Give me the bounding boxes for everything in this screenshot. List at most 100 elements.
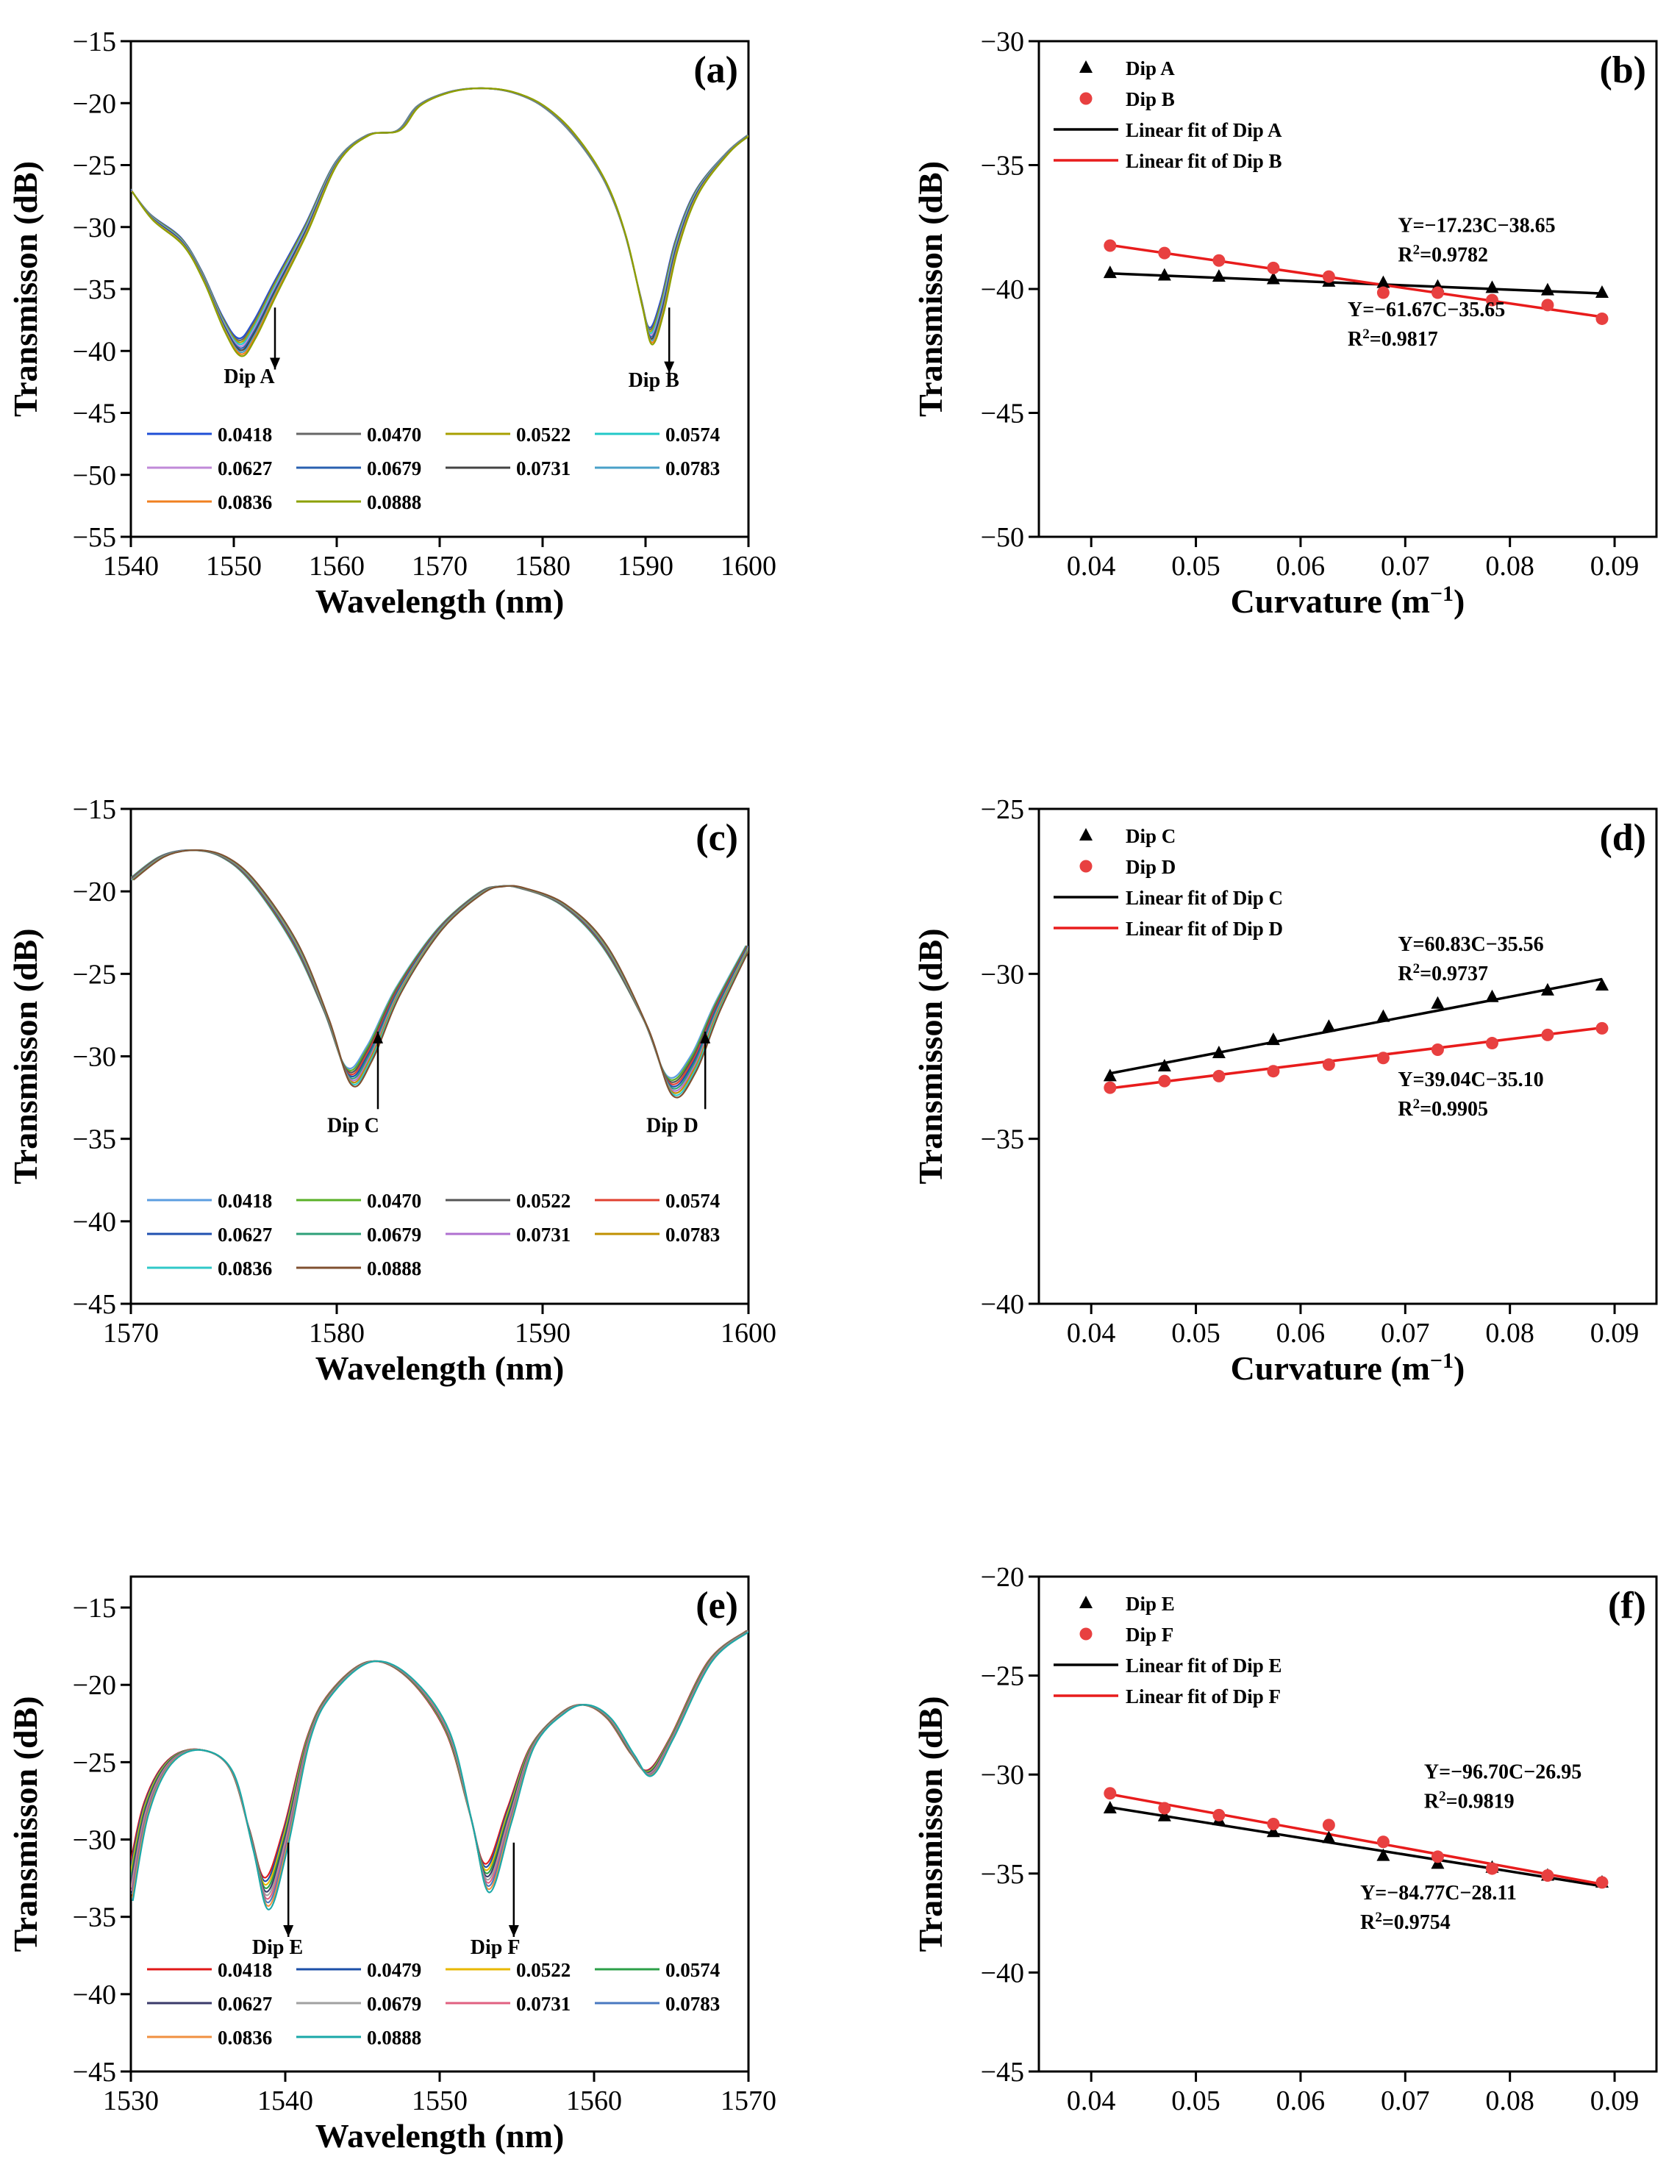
legend-label: 0.0627 (218, 1993, 272, 2015)
y-tick-label: −25 (981, 794, 1024, 825)
data-point-triangle (1431, 996, 1445, 1009)
x-tick-label: 1530 (103, 2085, 159, 2116)
y-tick-label: −30 (981, 959, 1024, 990)
legend-label: 0.0888 (367, 1257, 421, 1280)
legend-label: 0.0836 (218, 2027, 272, 2049)
fit-equation: Y=−61.67C−35.65 (1348, 299, 1505, 321)
legend-label: Dip B (1126, 88, 1175, 110)
panel-label: (e) (696, 1585, 738, 1627)
y-tick-label: −30 (73, 213, 116, 243)
data-point-circle (1212, 254, 1226, 267)
y-axis-label: Transmisson (dB) (7, 1696, 44, 1952)
panel-c: 1570 1580 1590 1600 −45 −40 −35 −30 −25 −20 −15 Wav… (7, 794, 776, 1387)
fit-r2: R2=0.9782 (1398, 242, 1488, 267)
x-tick-label: 1570 (103, 1318, 159, 1349)
data-point-triangle (1103, 1800, 1117, 1813)
data-point-circle (1431, 286, 1444, 299)
panel-f: 0.04 0.05 0.06 0.07 0.08 0.09 −45 −40 −35 −30 −25 −… (912, 1562, 1658, 2116)
data-point-circle (1376, 1052, 1390, 1065)
y-tick-label: −15 (73, 26, 116, 57)
data-point-triangle (1212, 269, 1226, 282)
r2-R: R (1398, 243, 1413, 266)
data-point-circle (1485, 1037, 1498, 1050)
data-point-circle (1595, 1876, 1609, 1889)
y-axis-label: Transmisson (dB) (7, 928, 44, 1184)
panel-label: (a) (693, 49, 738, 91)
dip-label: Dip B (629, 369, 679, 392)
spectrum-line (131, 87, 748, 357)
data-point-triangle (1595, 285, 1609, 299)
spectrum-line (131, 87, 748, 340)
legend-label: Dip A (1126, 57, 1175, 79)
arrow-head (664, 361, 675, 374)
y-tick-label: −30 (981, 26, 1024, 57)
data-point-triangle (1376, 1848, 1390, 1861)
fit-r2: R2=0.9819 (1424, 1788, 1515, 1813)
x-axis-label: Wavelength (nm) (315, 2117, 565, 2155)
x-axis-label: Curvature (m−1) (1231, 1349, 1465, 1388)
r2-eq: = (1420, 243, 1431, 266)
data-point-circle (1212, 1808, 1226, 1821)
data-point-circle (1104, 1787, 1117, 1800)
legend-label: 0.0574 (665, 424, 720, 446)
data-point-circle (1376, 1835, 1390, 1849)
y-axis-label: Transmisson (dB) (912, 1696, 949, 1952)
panel-label: (f) (1608, 1585, 1646, 1627)
y-tick-label: −35 (73, 1902, 116, 1933)
fit-equation: Y=60.83C−35.56 (1398, 933, 1543, 956)
y-tick-label: −30 (981, 1760, 1024, 1791)
x-axis-label-main: Curvature (m (1231, 582, 1430, 620)
legend-label: Dip F (1126, 1624, 1173, 1646)
data-point-circle (1158, 1074, 1171, 1088)
data-point-triangle (1212, 1046, 1226, 1059)
data-point-triangle (1266, 271, 1280, 285)
legend-label: 0.0888 (367, 2027, 421, 2049)
spectrum-line (132, 849, 748, 1099)
panel-label: (b) (1599, 49, 1646, 91)
x-axis-label-sup: −1 (1430, 582, 1454, 606)
r2-value: 0.9754 (1394, 1911, 1451, 1934)
fit-line (1109, 1805, 1603, 1888)
legend-marker-circle (1079, 1627, 1093, 1641)
x-axis-label-main: Wavelength (nm) (315, 2117, 565, 2155)
data-point-circle (1212, 1069, 1226, 1082)
panel-a: 1540 1550 1560 1570 1580 1590 1600 −55 −50 −45 −40… (7, 26, 776, 620)
legend-label: 0.0783 (665, 1224, 720, 1246)
x-tick-label: 1570 (721, 2085, 776, 2116)
r2-value: 0.9819 (1458, 1791, 1515, 1813)
legend-label: 0.0627 (218, 1224, 272, 1246)
x-tick-label: 0.08 (1485, 551, 1534, 582)
data-point-circle (1104, 1081, 1117, 1094)
y-axis-label: Transmisson (dB) (7, 161, 44, 417)
data-point-circle (1158, 246, 1171, 260)
x-tick-label: 0.06 (1276, 551, 1326, 582)
fit-line (1109, 977, 1603, 1075)
data-point-circle (1541, 1869, 1554, 1882)
x-tick-label: 0.04 (1067, 551, 1116, 582)
fit-line (1109, 1793, 1603, 1885)
x-tick-label: 0.09 (1590, 551, 1640, 582)
data-point-triangle (1103, 1068, 1117, 1082)
panel-b: 0.04 0.05 0.06 0.07 0.08 0.09 −50 −45 −40 −35 −30 C… (912, 26, 1658, 620)
fit-r2: R2=0.9737 (1398, 960, 1488, 985)
fit-r2: R2=0.9905 (1398, 1096, 1488, 1121)
plot-frame (1037, 40, 1658, 538)
r2-value: 0.9817 (1381, 328, 1438, 351)
legend-marker-circle (1079, 860, 1093, 873)
panel-label: (d) (1599, 817, 1646, 859)
data-point-triangle (1376, 1009, 1390, 1022)
y-tick-label: −30 (73, 1825, 116, 1856)
y-tick-label: −25 (981, 1661, 1024, 1692)
r2-eq: = (1420, 1098, 1431, 1121)
data-point-circle (1541, 299, 1554, 312)
y-tick-label: −40 (73, 336, 116, 367)
y-axis-label: Transmisson (dB) (912, 161, 949, 417)
x-tick-label: 1560 (566, 2085, 622, 2116)
data-point-circle (1485, 293, 1498, 307)
legend-label: 0.0418 (218, 1190, 272, 1212)
panel-d: 0.04 0.05 0.06 0.07 0.08 0.09 −40 −35 −30 −25 Curv… (912, 794, 1658, 1388)
data-point-triangle (1376, 275, 1390, 288)
legend: 0.0418 0.0479 0.0522 0.0574 0.0627 0.0679 0.07… (147, 1959, 720, 2049)
spectrum-line (131, 87, 748, 351)
legend-label: 0.0574 (665, 1959, 720, 1981)
